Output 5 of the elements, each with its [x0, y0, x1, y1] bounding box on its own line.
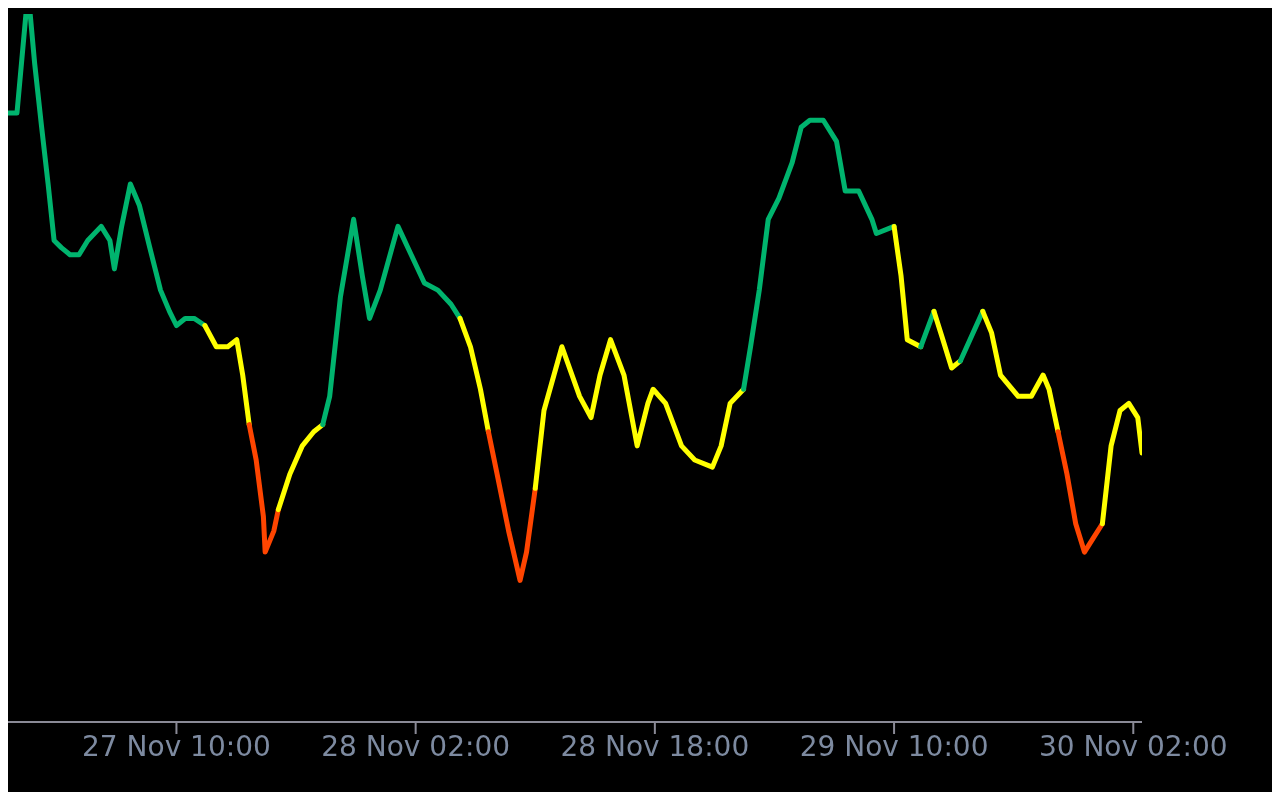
- x-tick-label: 30 Nov 02:00: [1038, 729, 1228, 763]
- x-tick-label: 28 Nov 02:00: [321, 729, 511, 763]
- x-tick-label: 28 Nov 18:00: [560, 729, 750, 763]
- x-tick-label: 29 Nov 10:00: [799, 729, 989, 763]
- x-tick-label: 27 Nov 10:00: [82, 729, 271, 763]
